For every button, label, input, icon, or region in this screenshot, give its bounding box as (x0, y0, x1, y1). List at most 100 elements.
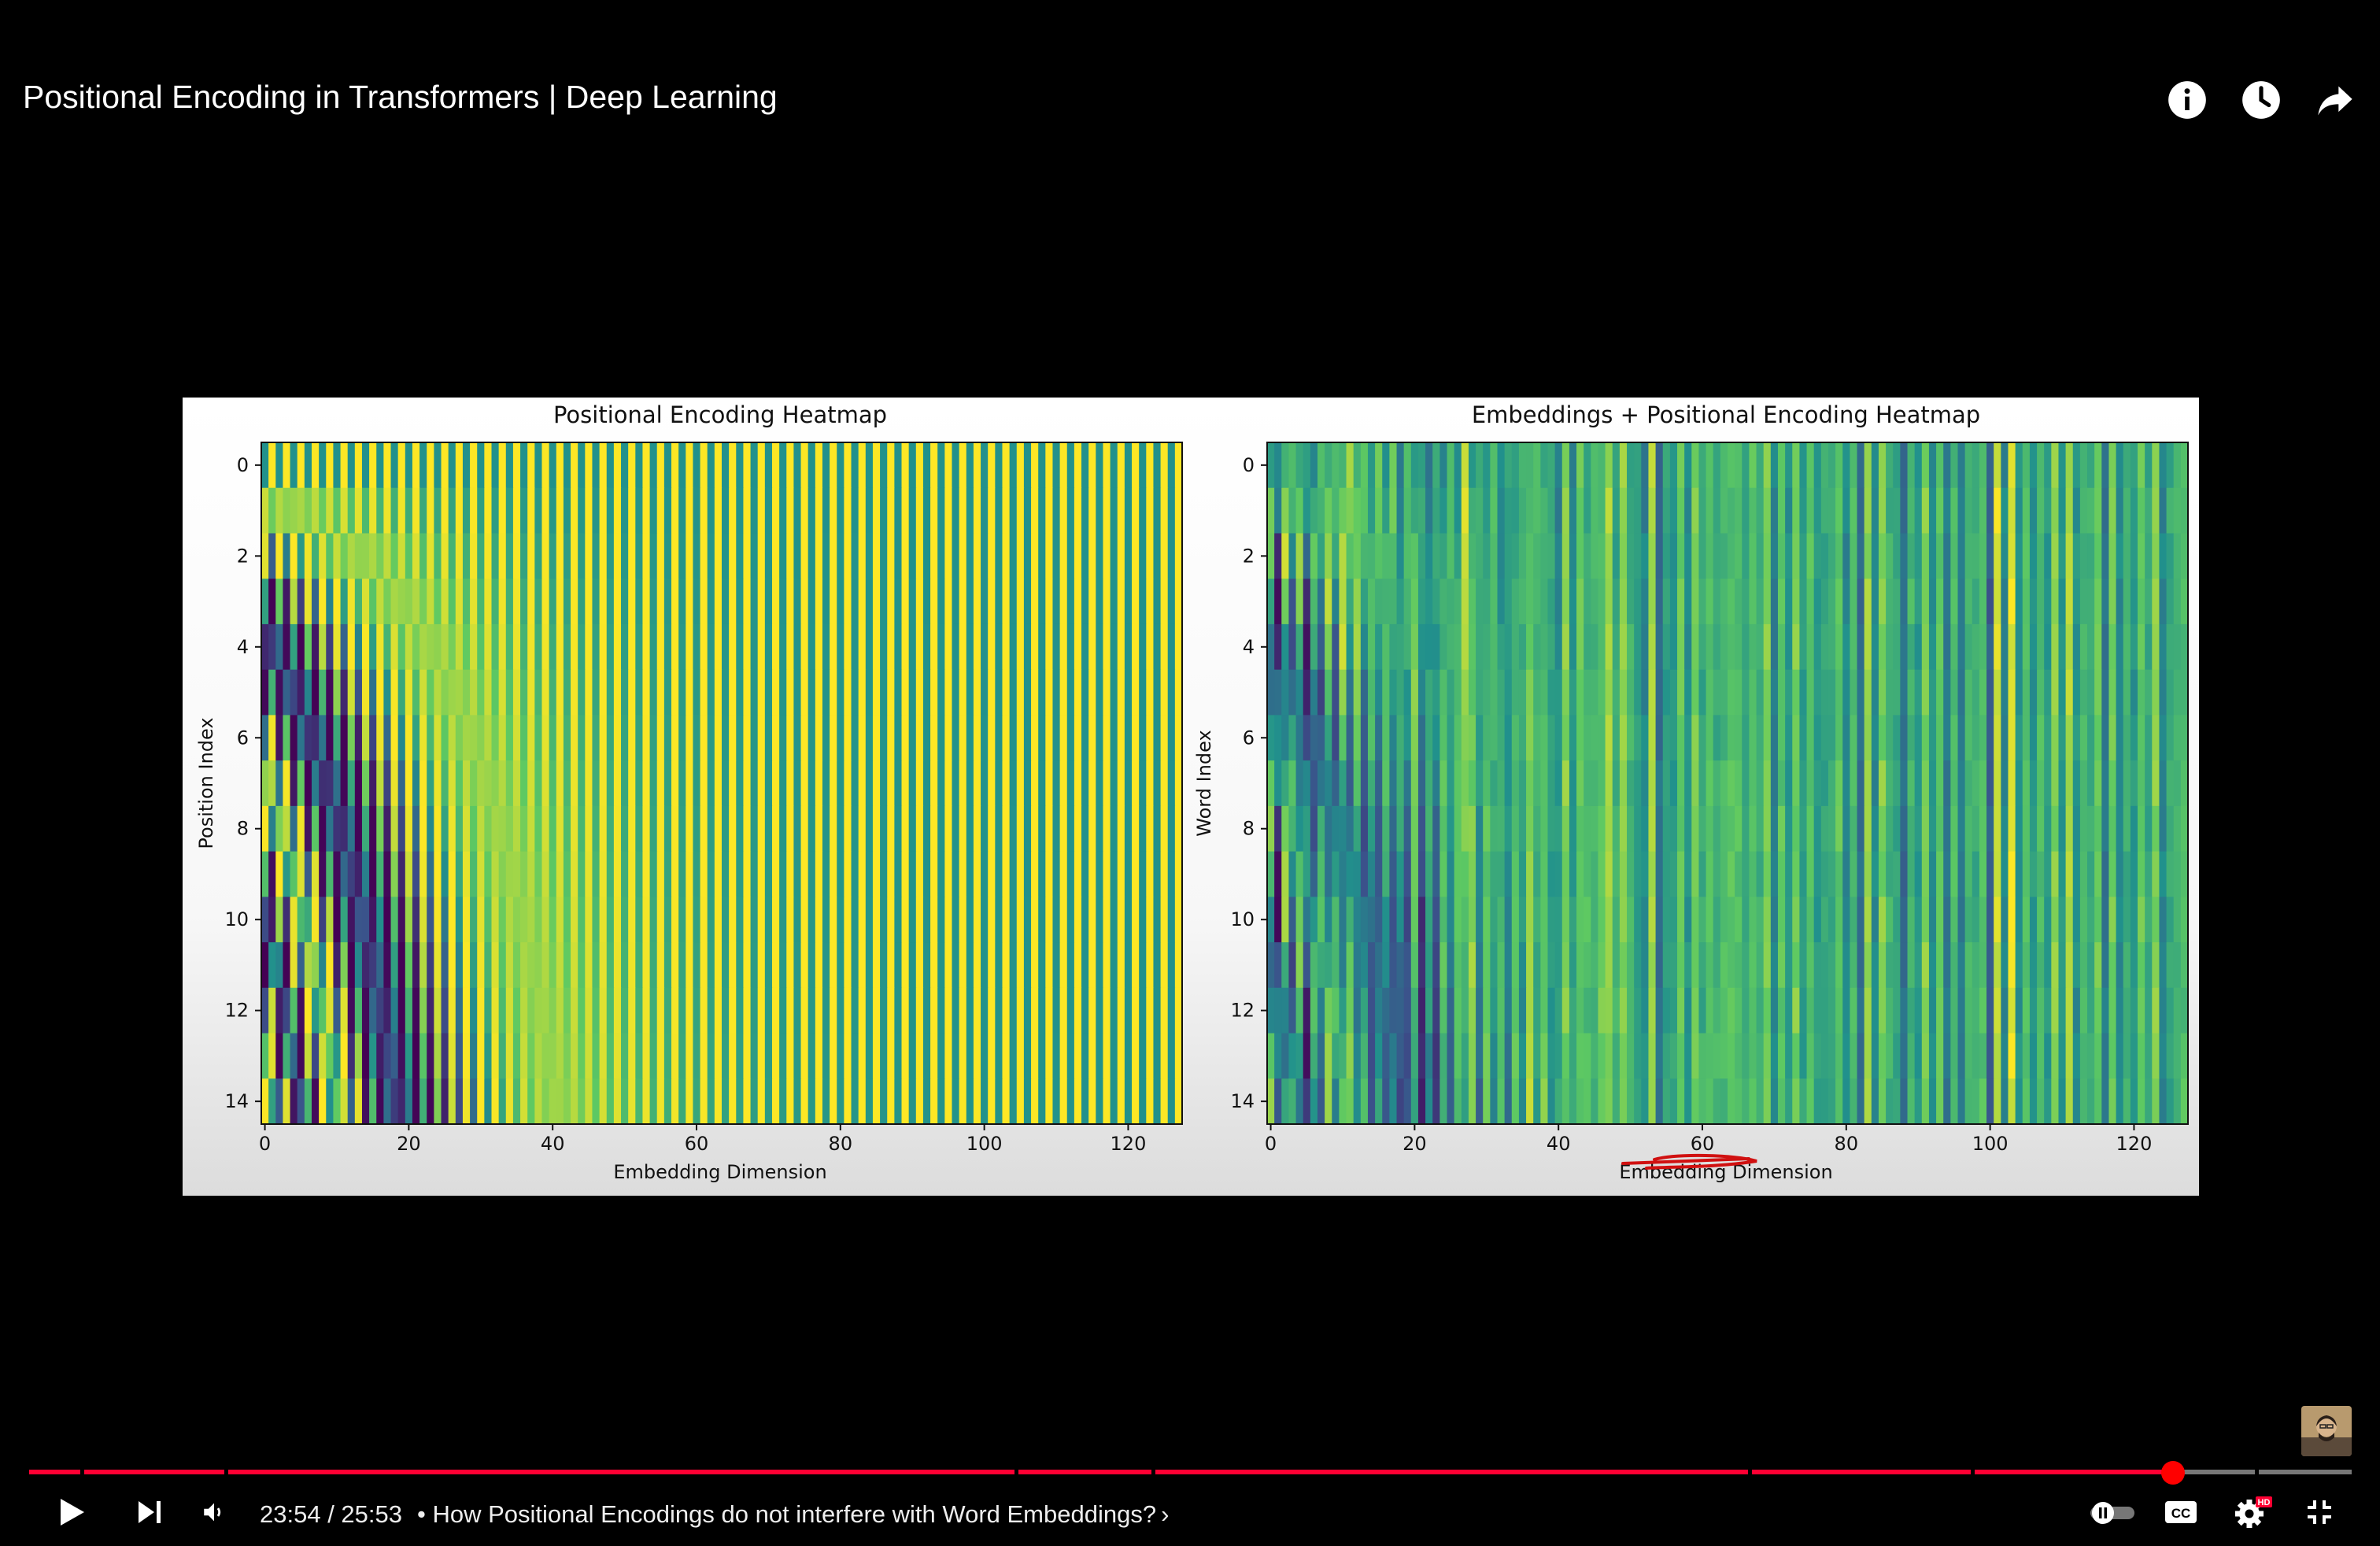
exit-fullscreen-button[interactable] (2300, 1492, 2339, 1532)
heatmap-cell (319, 942, 327, 989)
heatmap-cell (2180, 897, 2189, 943)
video-title[interactable]: Positional Encoding in Transformers | De… (23, 79, 778, 115)
heatmap-cell (541, 669, 550, 716)
heatmap-cell (1325, 1033, 1332, 1079)
heatmap-cell (1490, 623, 1499, 671)
heatmap-cell (1871, 533, 1879, 579)
heatmap-cell (1900, 987, 1909, 1034)
progress-played-segment[interactable] (1155, 1470, 1749, 1474)
heatmap-cell (901, 579, 910, 625)
heatmap-cell (261, 1033, 269, 1079)
heatmap-cell (1820, 669, 1829, 716)
heatmap-cell (1117, 987, 1125, 1034)
heatmap-cell (1698, 715, 1707, 761)
heatmap-cell (872, 669, 881, 716)
heatmap-cell (2065, 987, 2074, 1034)
play-button[interactable] (52, 1492, 91, 1532)
heatmap-cell (981, 1033, 989, 1079)
volume-button[interactable] (194, 1492, 234, 1532)
heatmap-cell (2079, 805, 2088, 853)
progress-played-segment[interactable] (1752, 1470, 1972, 1474)
heatmap-cell (808, 487, 816, 534)
heatmap-cell (556, 897, 564, 943)
heatmap-cell (858, 897, 867, 943)
progress-bar[interactable] (29, 1461, 2352, 1485)
heatmap-cell (448, 760, 456, 807)
y-tick-label: 12 (224, 1000, 249, 1022)
heatmap-cell (2180, 760, 2189, 807)
heatmap-cell (1038, 487, 1046, 534)
heatmap-cell (290, 669, 298, 716)
progress-scrubber[interactable] (2160, 1461, 2185, 1485)
progress-played-segment[interactable] (228, 1470, 1014, 1474)
settings-button[interactable]: HD (2234, 1492, 2273, 1532)
heatmap-cell (275, 442, 284, 489)
heatmap-cell (908, 442, 917, 489)
heatmap-cell (2001, 442, 2009, 489)
progress-unplayed-segment[interactable] (2258, 1470, 2352, 1474)
heatmap-cell (2001, 1033, 2009, 1079)
progress-unplayed-segment[interactable] (2172, 1470, 2255, 1474)
heatmap-cell (383, 442, 392, 489)
heatmap-cell (1540, 1033, 1549, 1079)
heatmap-cell (1598, 942, 1606, 989)
heatmap-cell (1310, 442, 1318, 489)
progress-played-segment[interactable] (84, 1470, 225, 1474)
heatmap-cell (275, 1078, 284, 1125)
y-tick-label: 10 (224, 908, 249, 930)
heatmap-cell (2001, 579, 2009, 625)
heatmap-cell (686, 942, 694, 989)
progress-played-segment[interactable] (1018, 1470, 1151, 1474)
heatmap-cell (1584, 1078, 1591, 1125)
progress-played-segment[interactable] (29, 1470, 81, 1474)
heatmap-cell (1648, 533, 1657, 579)
channel-avatar[interactable] (2301, 1406, 2352, 1456)
heatmap-cell (750, 579, 759, 625)
heatmap-cell (1476, 533, 1484, 579)
heatmap-cell (1096, 987, 1104, 1034)
heatmap-cell (844, 987, 852, 1034)
heatmap-cell (585, 487, 593, 534)
heatmap-cell (1533, 669, 1541, 716)
progress-played-segment[interactable] (1975, 1470, 2173, 1474)
heatmap-cell (376, 442, 384, 489)
heatmap-cell (1288, 987, 1297, 1034)
heatmap-cell (1598, 1078, 1606, 1125)
heatmap-cell (894, 623, 903, 671)
heatmap-cell (901, 851, 910, 897)
heatmap-cell (1160, 897, 1169, 943)
heatmap-cell (800, 1078, 809, 1125)
heatmap-cell (2094, 715, 2102, 761)
next-button[interactable] (130, 1492, 169, 1532)
heatmap-cell (1785, 442, 1793, 489)
autoplay-toggle[interactable] (2087, 1492, 2138, 1532)
heatmap-cell (1009, 1078, 1018, 1125)
heatmap-cell (1052, 805, 1061, 853)
heatmap-cell (361, 942, 370, 989)
heatmap-cell (693, 805, 701, 853)
heatmap-cell (1353, 987, 1362, 1034)
heatmap-cell (1375, 851, 1383, 897)
heatmap-cell (613, 623, 622, 671)
heatmap-cell (1576, 715, 1584, 761)
heatmap-cell (2022, 805, 2031, 853)
clock-icon[interactable] (2240, 79, 2282, 121)
heatmap-cell (563, 487, 571, 534)
heatmap-cell (512, 579, 521, 625)
info-icon[interactable] (2166, 79, 2208, 121)
heatmap-cell (1886, 623, 1894, 671)
y-tick-label: 4 (237, 636, 249, 658)
heatmap-cell (635, 442, 644, 489)
heatmap-cell (1476, 1078, 1484, 1125)
heatmap-cell (2001, 851, 2009, 897)
heatmap-cell (1735, 715, 1743, 761)
heatmap-cell (1691, 1033, 1700, 1079)
chapter-button[interactable]: • How Positional Encodings do not interf… (417, 1500, 1169, 1529)
captions-button[interactable]: CC (2161, 1492, 2201, 1532)
heatmap-cell (714, 942, 722, 989)
heatmap-cell (1669, 1078, 1678, 1125)
heatmap-cell (1850, 1033, 1858, 1079)
share-icon[interactable] (2314, 79, 2356, 121)
heatmap-cell (1964, 533, 1973, 579)
heatmap-cell (441, 487, 449, 534)
